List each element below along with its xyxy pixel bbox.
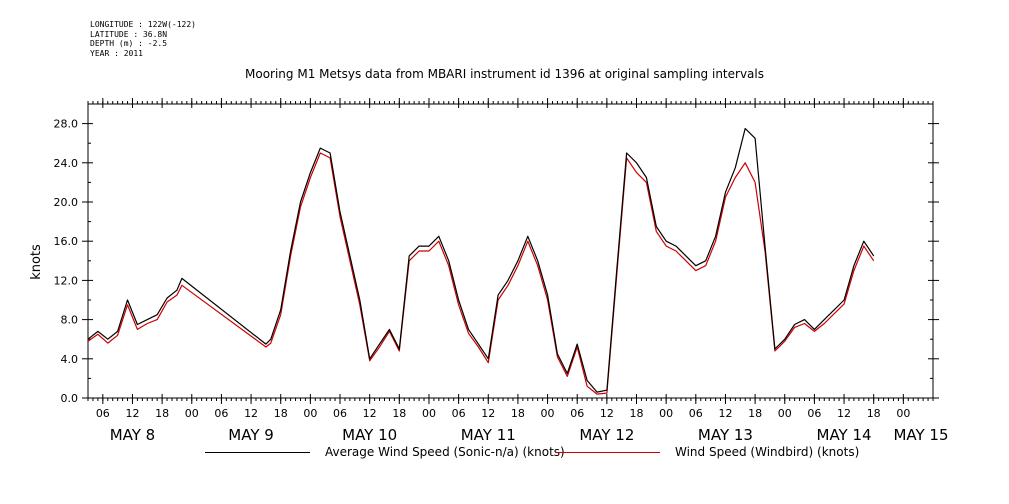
legend-label-windbird: Wind Speed (Windbird) (knots) [675,445,860,459]
x-hour-tick-label: 06 [452,407,466,420]
y-tick-label: 4.0 [61,353,79,366]
legend-swatch-black [205,451,310,453]
x-hour-tick-label: 00 [896,407,910,420]
legend-label-average-wind: Average Wind Speed (Sonic-n/a) (knots) [325,445,565,459]
axes: 0.0 4.0 8.0 12.0 16.0 20.0 24.0 28.0 06 12 18 00 06 1… [54,98,949,444]
y-tick-label: 24.0 [54,157,79,170]
x-hour-tick-label: 12 [837,407,851,420]
x-hour-tick-label: 06 [214,407,228,420]
x-day-label: MAY 14 [817,426,872,444]
meta-year: YEAR : 2011 [90,48,143,58]
x-hour-tick-label: 18 [630,407,644,420]
y-tick-label: 8.0 [61,314,79,327]
y-tick-label: 20.0 [54,196,79,209]
y-tick-label: 12.0 [54,274,79,287]
x-hour-tick-label: 00 [303,407,317,420]
x-hour-tick-label: 00 [422,407,436,420]
x-hour-tick-label: 12 [363,407,377,420]
x-hour-tick-label: 18 [155,407,169,420]
x-hour-tick-label: 06 [96,407,110,420]
legend: Average Wind Speed (Sonic-n/a) (knots) W… [0,445,1009,463]
x-hour-tick-label: 06 [333,407,347,420]
x-day-label: MAY 9 [228,426,274,444]
meta-longitude: LONGITUDE : 122W(-122) [90,20,196,29]
x-hour-tick-label: 00 [541,407,555,420]
legend-item-windbird: Wind Speed (Windbird) (knots) [555,445,859,459]
x-hour-tick-label: 06 [570,407,584,420]
x-hour-tick-label: 06 [689,407,703,420]
meta-latitude: LATITUDE : 36.8N [90,29,168,39]
y-tick-label: 28.0 [54,118,79,131]
x-day-label: MAY 12 [579,426,634,444]
x-day-label: MAY 11 [461,426,516,444]
x-hour-tick-label: 18 [867,407,881,420]
x-hour-tick-label: 00 [778,407,792,420]
series-line-average-wind [87,127,875,393]
y-tick-label: 16.0 [54,235,79,248]
x-day-label: MAY 13 [698,426,753,444]
x-hour-tick-label: 12 [125,407,139,420]
meta-depth: DEPTH (m) : -2.5 [90,39,168,48]
x-hour-tick-label: 00 [185,407,199,420]
x-hour-tick-label: 12 [244,407,258,420]
x-hour-tick-label: 18 [274,407,288,420]
chart-title: Mooring M1 Metsys data from MBARI instru… [245,67,764,81]
legend-swatch-red [555,451,660,453]
x-day-label: MAY 8 [110,426,156,444]
x-hour-tick-label: 12 [481,407,495,420]
x-hour-tick-label: 18 [748,407,762,420]
series-line-windbird [87,152,875,395]
x-hour-tick-label: 12 [600,407,614,420]
x-hour-tick-label: 00 [659,407,673,420]
x-hour-tick-label: 18 [511,407,525,420]
x-hour-tick-label: 12 [718,407,732,420]
y-tick-label: 0.0 [61,392,79,405]
y-axis-label: knots [29,244,44,280]
x-hour-tick-label: 06 [807,407,821,420]
metadata-block: LONGITUDE : 122W(-122) LATITUDE : 36.8N … [90,20,196,58]
x-hour-tick-label: 18 [392,407,406,420]
series-layer [87,127,875,395]
x-day-label: MAY 10 [342,426,397,444]
legend-item-average-wind: Average Wind Speed (Sonic-n/a) (knots) [205,445,565,459]
x-day-label: MAY 15 [893,426,948,444]
plot-frame [87,103,934,399]
